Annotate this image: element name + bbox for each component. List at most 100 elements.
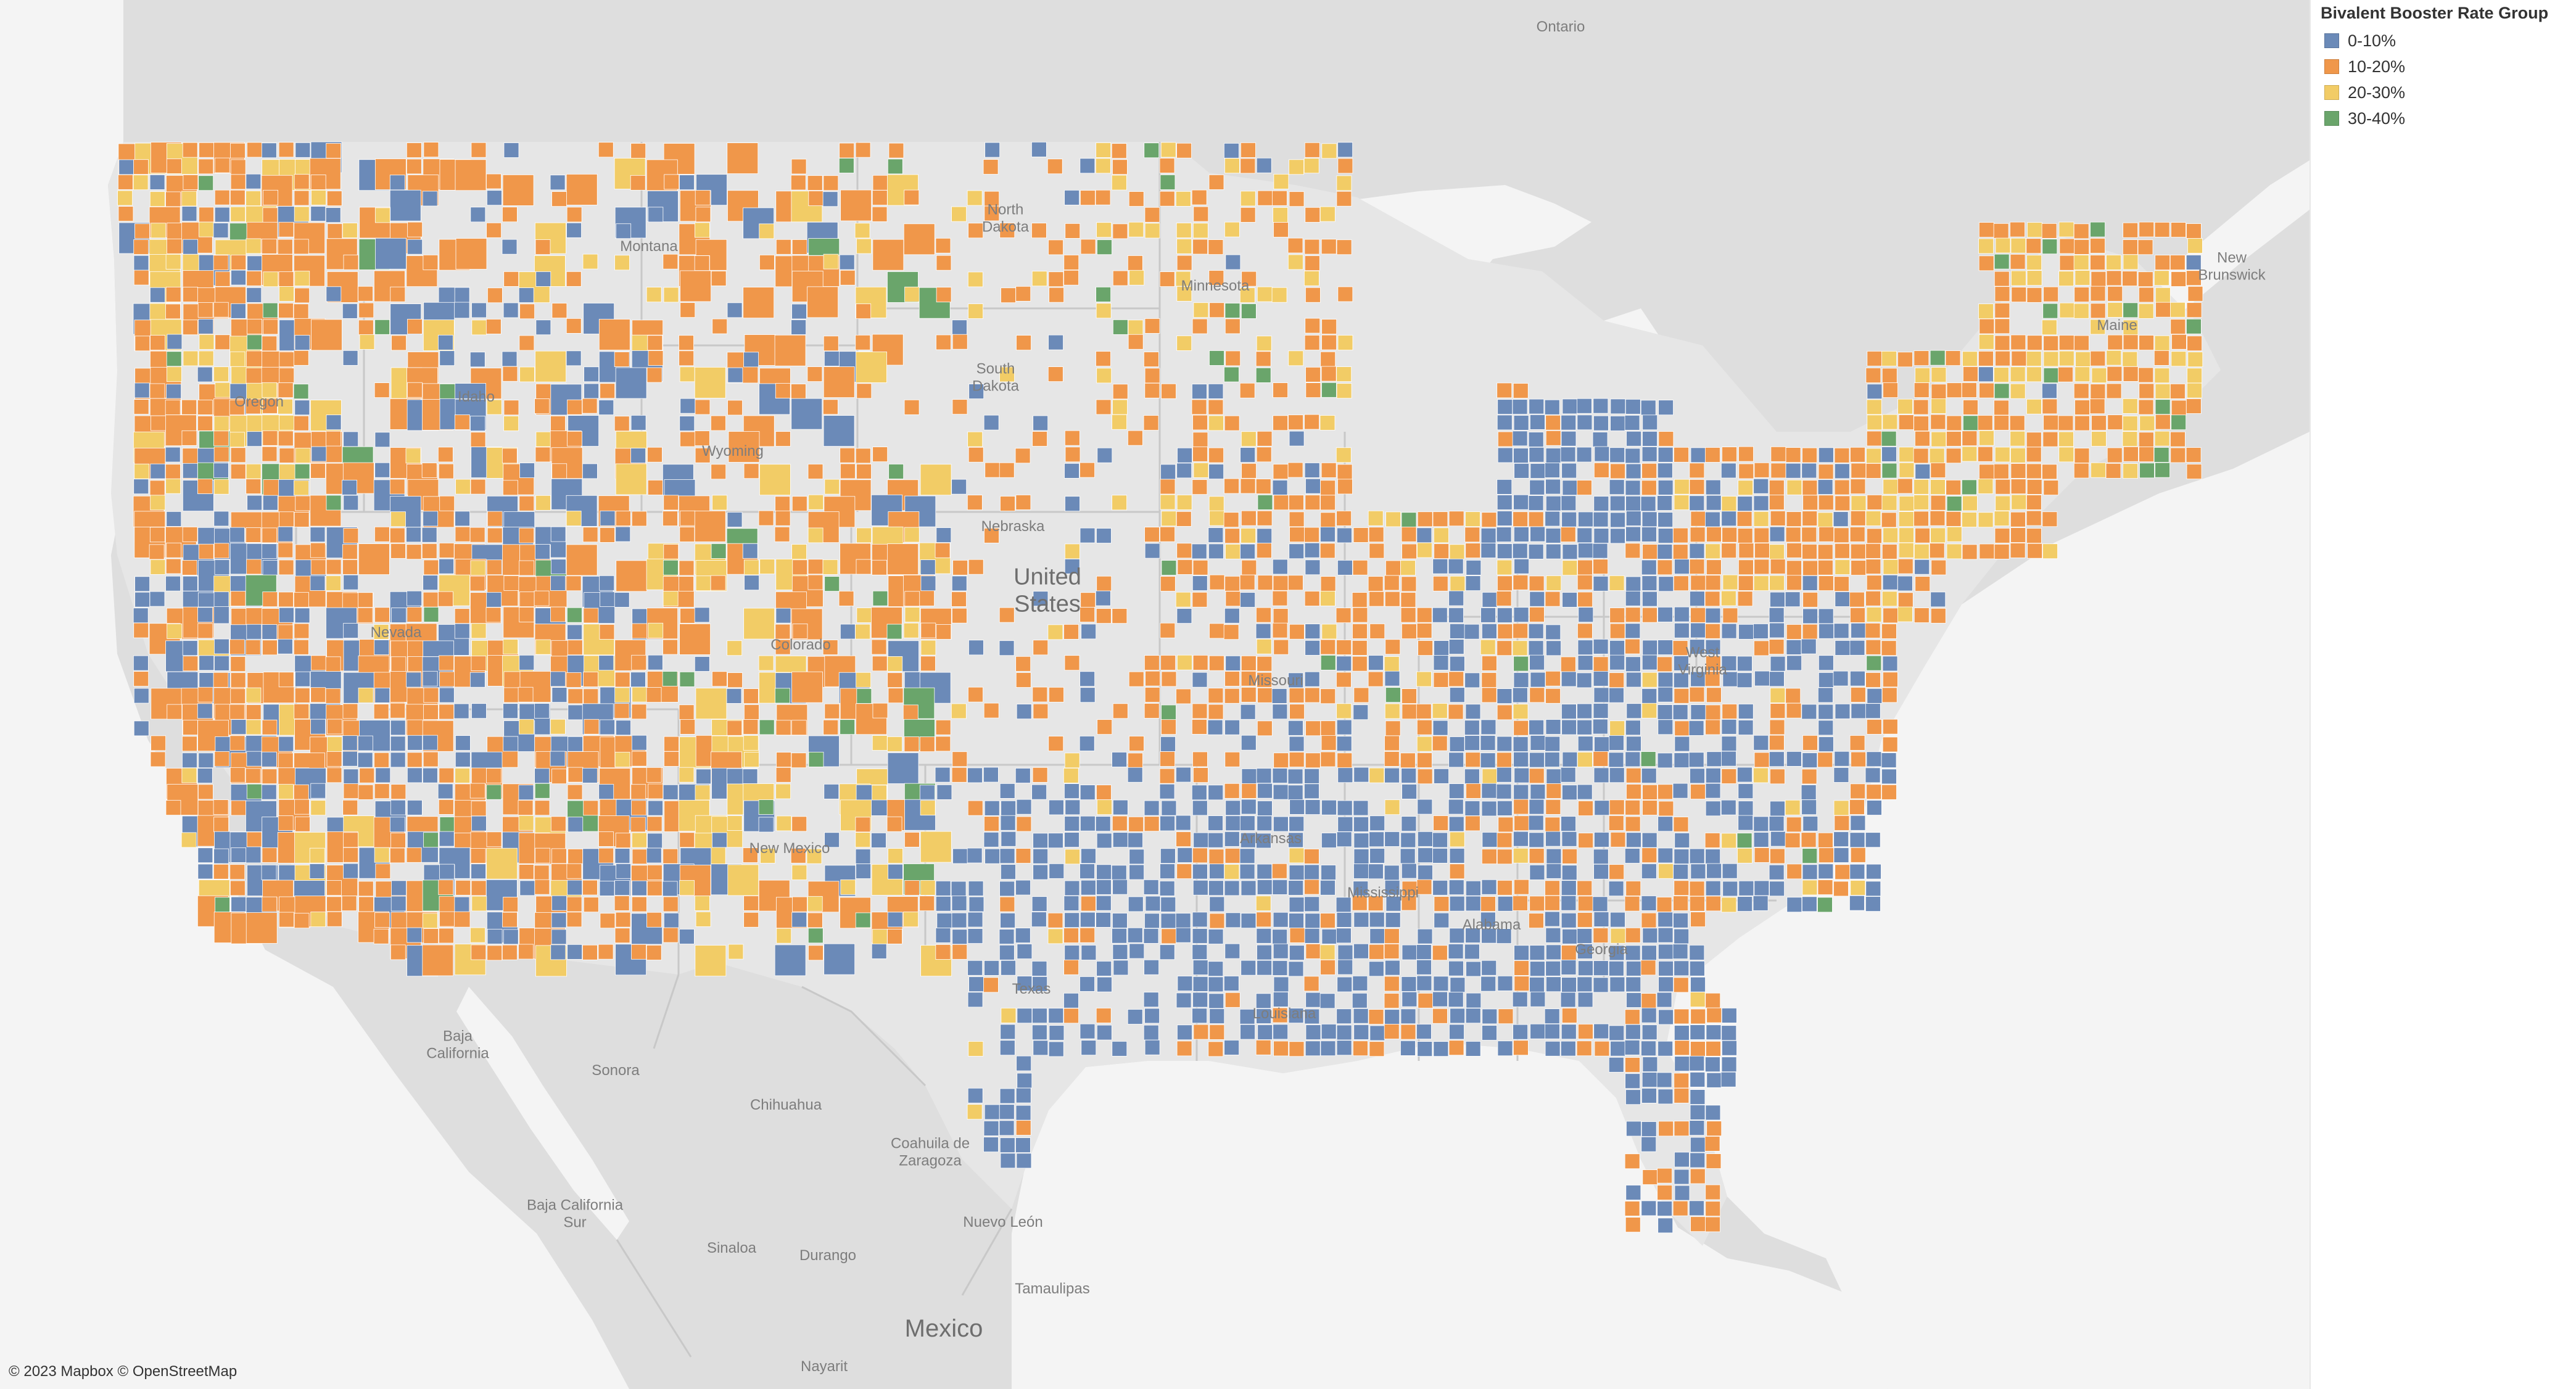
county-tile[interactable] (1288, 880, 1304, 896)
county-tile[interactable] (808, 191, 824, 207)
county-tile[interactable] (775, 510, 791, 526)
county-tile[interactable] (1160, 494, 1176, 510)
county-tile[interactable] (1337, 800, 1353, 816)
county-tile[interactable] (2073, 223, 2089, 239)
county-tile[interactable] (568, 736, 583, 752)
county-tile[interactable] (1849, 640, 1865, 656)
county-tile[interactable] (2026, 238, 2042, 254)
county-tile[interactable] (1001, 1008, 1017, 1023)
county-tile[interactable] (1641, 896, 1657, 911)
county-tile[interactable] (824, 351, 840, 366)
county-tile[interactable] (1401, 976, 1417, 992)
county-tile[interactable] (1849, 670, 1865, 686)
county-tile[interactable] (1642, 1057, 1658, 1073)
county-tile[interactable] (985, 848, 1001, 864)
county-tile[interactable] (1705, 1201, 1721, 1217)
county-tile[interactable] (503, 142, 519, 158)
county-tile[interactable] (406, 159, 422, 175)
county-tile[interactable] (1754, 752, 1770, 768)
county-tile[interactable] (985, 462, 1001, 478)
county-tile[interactable] (1353, 849, 1369, 864)
county-tile[interactable] (1689, 1200, 1704, 1216)
county-tile[interactable] (423, 607, 439, 622)
county-tile[interactable] (1223, 512, 1239, 528)
county-tile[interactable] (936, 624, 952, 640)
county-tile[interactable] (1513, 847, 1529, 863)
county-tile[interactable] (920, 831, 952, 863)
county-tile[interactable] (1112, 223, 1128, 239)
county-tile[interactable] (1352, 975, 1368, 991)
county-tile[interactable] (1867, 495, 1883, 510)
county-tile[interactable] (1672, 783, 1688, 799)
county-tile[interactable] (2090, 384, 2106, 400)
county-tile[interactable] (1337, 752, 1353, 769)
county-tile[interactable] (486, 784, 502, 800)
county-tile[interactable] (1690, 863, 1706, 880)
county-tile[interactable] (1192, 239, 1208, 255)
county-tile[interactable] (1319, 913, 1335, 928)
county-tile[interactable] (1241, 510, 1257, 526)
county-tile[interactable] (1015, 1120, 1031, 1136)
county-tile[interactable] (1257, 431, 1273, 447)
county-tile[interactable] (872, 735, 888, 751)
county-tile[interactable] (246, 479, 262, 494)
county-tile[interactable] (1705, 1057, 1720, 1073)
county-tile[interactable] (567, 640, 583, 656)
county-tile[interactable] (149, 591, 165, 607)
county-tile[interactable] (1224, 831, 1240, 847)
county-tile[interactable] (1913, 448, 1929, 464)
county-tile[interactable] (1496, 783, 1512, 799)
county-tile[interactable] (1080, 912, 1096, 928)
county-tile[interactable] (1176, 863, 1192, 880)
county-tile[interactable] (1095, 816, 1111, 832)
county-tile[interactable] (166, 159, 182, 174)
county-tile[interactable] (1593, 528, 1609, 543)
county-tile[interactable] (1289, 527, 1305, 543)
county-tile[interactable] (1143, 992, 1159, 1008)
county-tile[interactable] (471, 656, 487, 671)
county-tile[interactable] (1883, 608, 1898, 624)
county-tile[interactable] (1257, 687, 1273, 703)
county-tile[interactable] (2155, 255, 2171, 271)
county-tile[interactable] (1224, 528, 1241, 544)
county-tile[interactable] (1801, 769, 1817, 785)
county-tile[interactable] (1770, 511, 1786, 526)
county-tile[interactable] (2186, 318, 2202, 334)
county-tile[interactable] (519, 607, 535, 622)
county-tile[interactable] (1063, 255, 1080, 270)
county-tile[interactable] (694, 367, 726, 398)
county-tile[interactable] (1001, 960, 1016, 976)
county-tile[interactable] (1850, 479, 1866, 495)
county-tile[interactable] (1192, 912, 1208, 928)
county-tile[interactable] (1496, 640, 1513, 656)
county-tile[interactable] (600, 719, 615, 735)
county-tile[interactable] (1673, 527, 1688, 543)
county-tile[interactable] (1400, 848, 1416, 864)
county-tile[interactable] (1979, 430, 1994, 446)
county-tile[interactable] (2010, 479, 2026, 495)
county-tile[interactable] (1577, 655, 1593, 671)
county-tile[interactable] (535, 495, 551, 511)
county-tile[interactable] (166, 351, 182, 367)
county-tile[interactable] (615, 463, 647, 495)
county-tile[interactable] (1176, 463, 1192, 479)
county-tile[interactable] (342, 703, 358, 719)
county-tile[interactable] (1578, 511, 1593, 527)
county-tile[interactable] (1769, 526, 1785, 542)
county-tile[interactable] (1080, 1023, 1096, 1039)
county-tile[interactable] (1625, 656, 1641, 672)
county-tile[interactable] (1625, 463, 1641, 479)
county-tile[interactable] (1593, 912, 1609, 927)
county-tile[interactable] (1449, 1024, 1464, 1040)
county-tile[interactable] (1498, 817, 1514, 833)
county-tile[interactable] (294, 287, 310, 303)
county-tile[interactable] (1817, 880, 1833, 895)
county-tile[interactable] (663, 912, 679, 928)
county-tile[interactable] (1289, 799, 1305, 815)
county-tile[interactable] (630, 414, 646, 431)
county-tile[interactable] (1304, 463, 1320, 478)
county-tile[interactable] (1640, 400, 1656, 416)
county-tile[interactable] (871, 833, 886, 848)
county-tile[interactable] (1738, 624, 1754, 640)
county-tile[interactable] (1833, 847, 1849, 863)
